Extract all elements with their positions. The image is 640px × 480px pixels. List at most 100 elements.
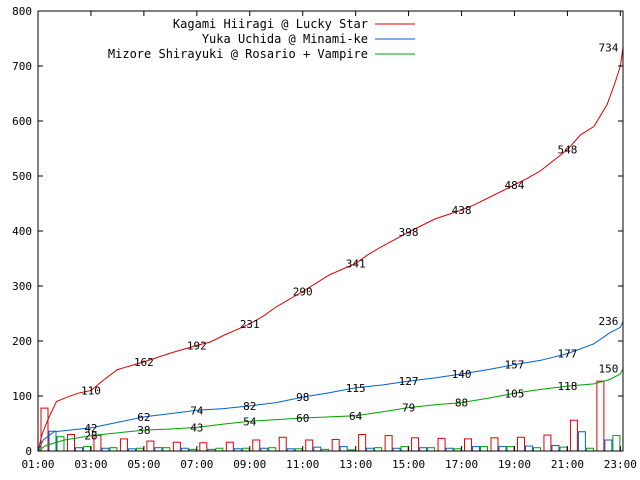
y-tick-label: 300 bbox=[12, 280, 32, 293]
hourly-bar bbox=[506, 446, 515, 452]
hourly-bar bbox=[82, 446, 91, 452]
point-label: 157 bbox=[505, 359, 525, 372]
point-label: 28 bbox=[84, 430, 97, 443]
hourly-bar bbox=[480, 446, 489, 452]
hourly-bar bbox=[225, 441, 234, 452]
point-label: 105 bbox=[505, 387, 525, 400]
point-label: 110 bbox=[81, 385, 101, 398]
x-tick-label: 01:00 bbox=[21, 458, 54, 471]
x-tick-label: 15:00 bbox=[392, 458, 425, 471]
hourly-bar bbox=[400, 446, 409, 452]
point-label: 54 bbox=[243, 415, 257, 428]
x-tick-label: 21:00 bbox=[551, 458, 584, 471]
hourly-bar bbox=[524, 445, 533, 452]
point-labels-layer: 110 162 192 231 290 341 398 438 484 548 734 42 62 74 8… bbox=[81, 41, 619, 442]
hourly-bar bbox=[612, 435, 621, 452]
point-label: 192 bbox=[187, 339, 207, 352]
point-label: 88 bbox=[455, 397, 468, 410]
legend-label: Mizore Shirayuki @ Rosario + Vampire bbox=[108, 47, 368, 61]
point-label: 734 bbox=[598, 41, 618, 54]
point-label: 236 bbox=[598, 315, 618, 328]
point-label: 162 bbox=[134, 356, 154, 369]
series-lines-layer bbox=[37, 47, 624, 452]
y-tick-label: 100 bbox=[12, 390, 32, 403]
hourly-bar bbox=[384, 435, 393, 452]
x-tick-label: 19:00 bbox=[498, 458, 531, 471]
hourly-bar bbox=[331, 438, 340, 452]
y-tick-label: 800 bbox=[12, 5, 32, 18]
plot-frame bbox=[37, 10, 624, 452]
x-tick-label: 11:00 bbox=[286, 458, 319, 471]
x-tick-label: 09:00 bbox=[233, 458, 266, 471]
hourly-bar bbox=[199, 442, 208, 452]
point-label: 548 bbox=[557, 144, 577, 157]
series-line bbox=[37, 47, 624, 452]
legend-label: Yuka Uchida @ Minami-ke bbox=[202, 32, 368, 46]
y-tick-label: 600 bbox=[12, 115, 32, 128]
y-tick-label: 500 bbox=[12, 170, 32, 183]
point-label: 82 bbox=[243, 400, 256, 413]
hourly-bar bbox=[172, 441, 181, 452]
x-tick-label: 03:00 bbox=[74, 458, 107, 471]
point-label: 127 bbox=[399, 375, 419, 388]
hourly-bar bbox=[66, 434, 75, 452]
point-label: 438 bbox=[452, 204, 472, 217]
point-label: 140 bbox=[452, 368, 472, 381]
y-tick-label: 400 bbox=[12, 225, 32, 238]
x-tick-label: 07:00 bbox=[180, 458, 213, 471]
hourly-bar bbox=[498, 446, 507, 452]
hourly-bar bbox=[596, 380, 605, 452]
legend-label: Kagami Hiiragi @ Lucky Star bbox=[173, 17, 368, 31]
hourly-bar bbox=[56, 436, 65, 452]
hourly-bar bbox=[252, 439, 261, 452]
point-label: 38 bbox=[137, 424, 150, 437]
axes-layer: 0 100 200 300 400 500 600 700 800 01:00 03:00 05:00… bbox=[12, 5, 637, 471]
point-label: 98 bbox=[296, 391, 309, 404]
point-label: 60 bbox=[296, 412, 309, 425]
point-label: 79 bbox=[402, 402, 415, 415]
hourly-bar bbox=[358, 434, 367, 452]
point-label: 398 bbox=[399, 226, 419, 239]
point-label: 290 bbox=[293, 286, 313, 299]
point-label: 484 bbox=[505, 179, 525, 192]
point-label: 150 bbox=[598, 363, 618, 376]
hourly-bar bbox=[577, 431, 586, 452]
hourly-bar bbox=[472, 446, 481, 452]
hourly-bar bbox=[569, 419, 578, 452]
x-tick-label: 23:00 bbox=[604, 458, 637, 471]
point-label: 118 bbox=[557, 380, 577, 393]
point-label: 177 bbox=[557, 348, 577, 361]
point-label: 115 bbox=[346, 382, 366, 395]
hourly-bar bbox=[411, 437, 420, 452]
hourly-bar bbox=[305, 439, 314, 452]
hourly-bar bbox=[437, 437, 446, 452]
point-label: 42 bbox=[84, 422, 97, 435]
hourly-bar bbox=[464, 438, 473, 452]
hourly-bar bbox=[146, 440, 155, 452]
y-tick-label: 200 bbox=[12, 335, 32, 348]
y-tick-label: 0 bbox=[25, 445, 32, 458]
point-label: 74 bbox=[190, 404, 204, 417]
x-tick-label: 13:00 bbox=[339, 458, 372, 471]
point-label: 341 bbox=[346, 257, 366, 270]
hourly-bar bbox=[119, 438, 128, 452]
hourly-bar bbox=[604, 439, 613, 452]
point-label: 64 bbox=[349, 410, 363, 423]
hourly-bar bbox=[559, 446, 568, 452]
hourly-bar bbox=[551, 445, 560, 452]
point-label: 231 bbox=[240, 318, 260, 331]
series-line bbox=[37, 321, 624, 452]
point-label: 62 bbox=[137, 411, 150, 424]
series-line bbox=[37, 368, 624, 452]
hourly-bar bbox=[516, 436, 525, 452]
x-tick-label: 05:00 bbox=[127, 458, 160, 471]
hourly-bar bbox=[490, 437, 499, 452]
y-tick-label: 700 bbox=[12, 60, 32, 73]
x-tick-label: 17:00 bbox=[445, 458, 478, 471]
hourly-bar bbox=[339, 446, 348, 452]
hourly-bar bbox=[543, 434, 552, 452]
hourly-bars-layer bbox=[40, 380, 621, 452]
hourly-bar bbox=[313, 446, 322, 452]
